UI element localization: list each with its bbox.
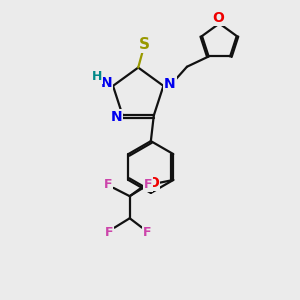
Text: F: F (104, 178, 112, 191)
Text: F: F (144, 178, 152, 191)
Text: H: H (92, 70, 102, 83)
Text: O: O (212, 11, 224, 25)
Text: N: N (110, 110, 122, 124)
Text: S: S (139, 38, 150, 52)
Text: O: O (147, 176, 159, 190)
Text: N: N (101, 76, 112, 90)
Text: F: F (105, 226, 113, 238)
Text: F: F (143, 226, 152, 238)
Text: N: N (164, 77, 176, 92)
